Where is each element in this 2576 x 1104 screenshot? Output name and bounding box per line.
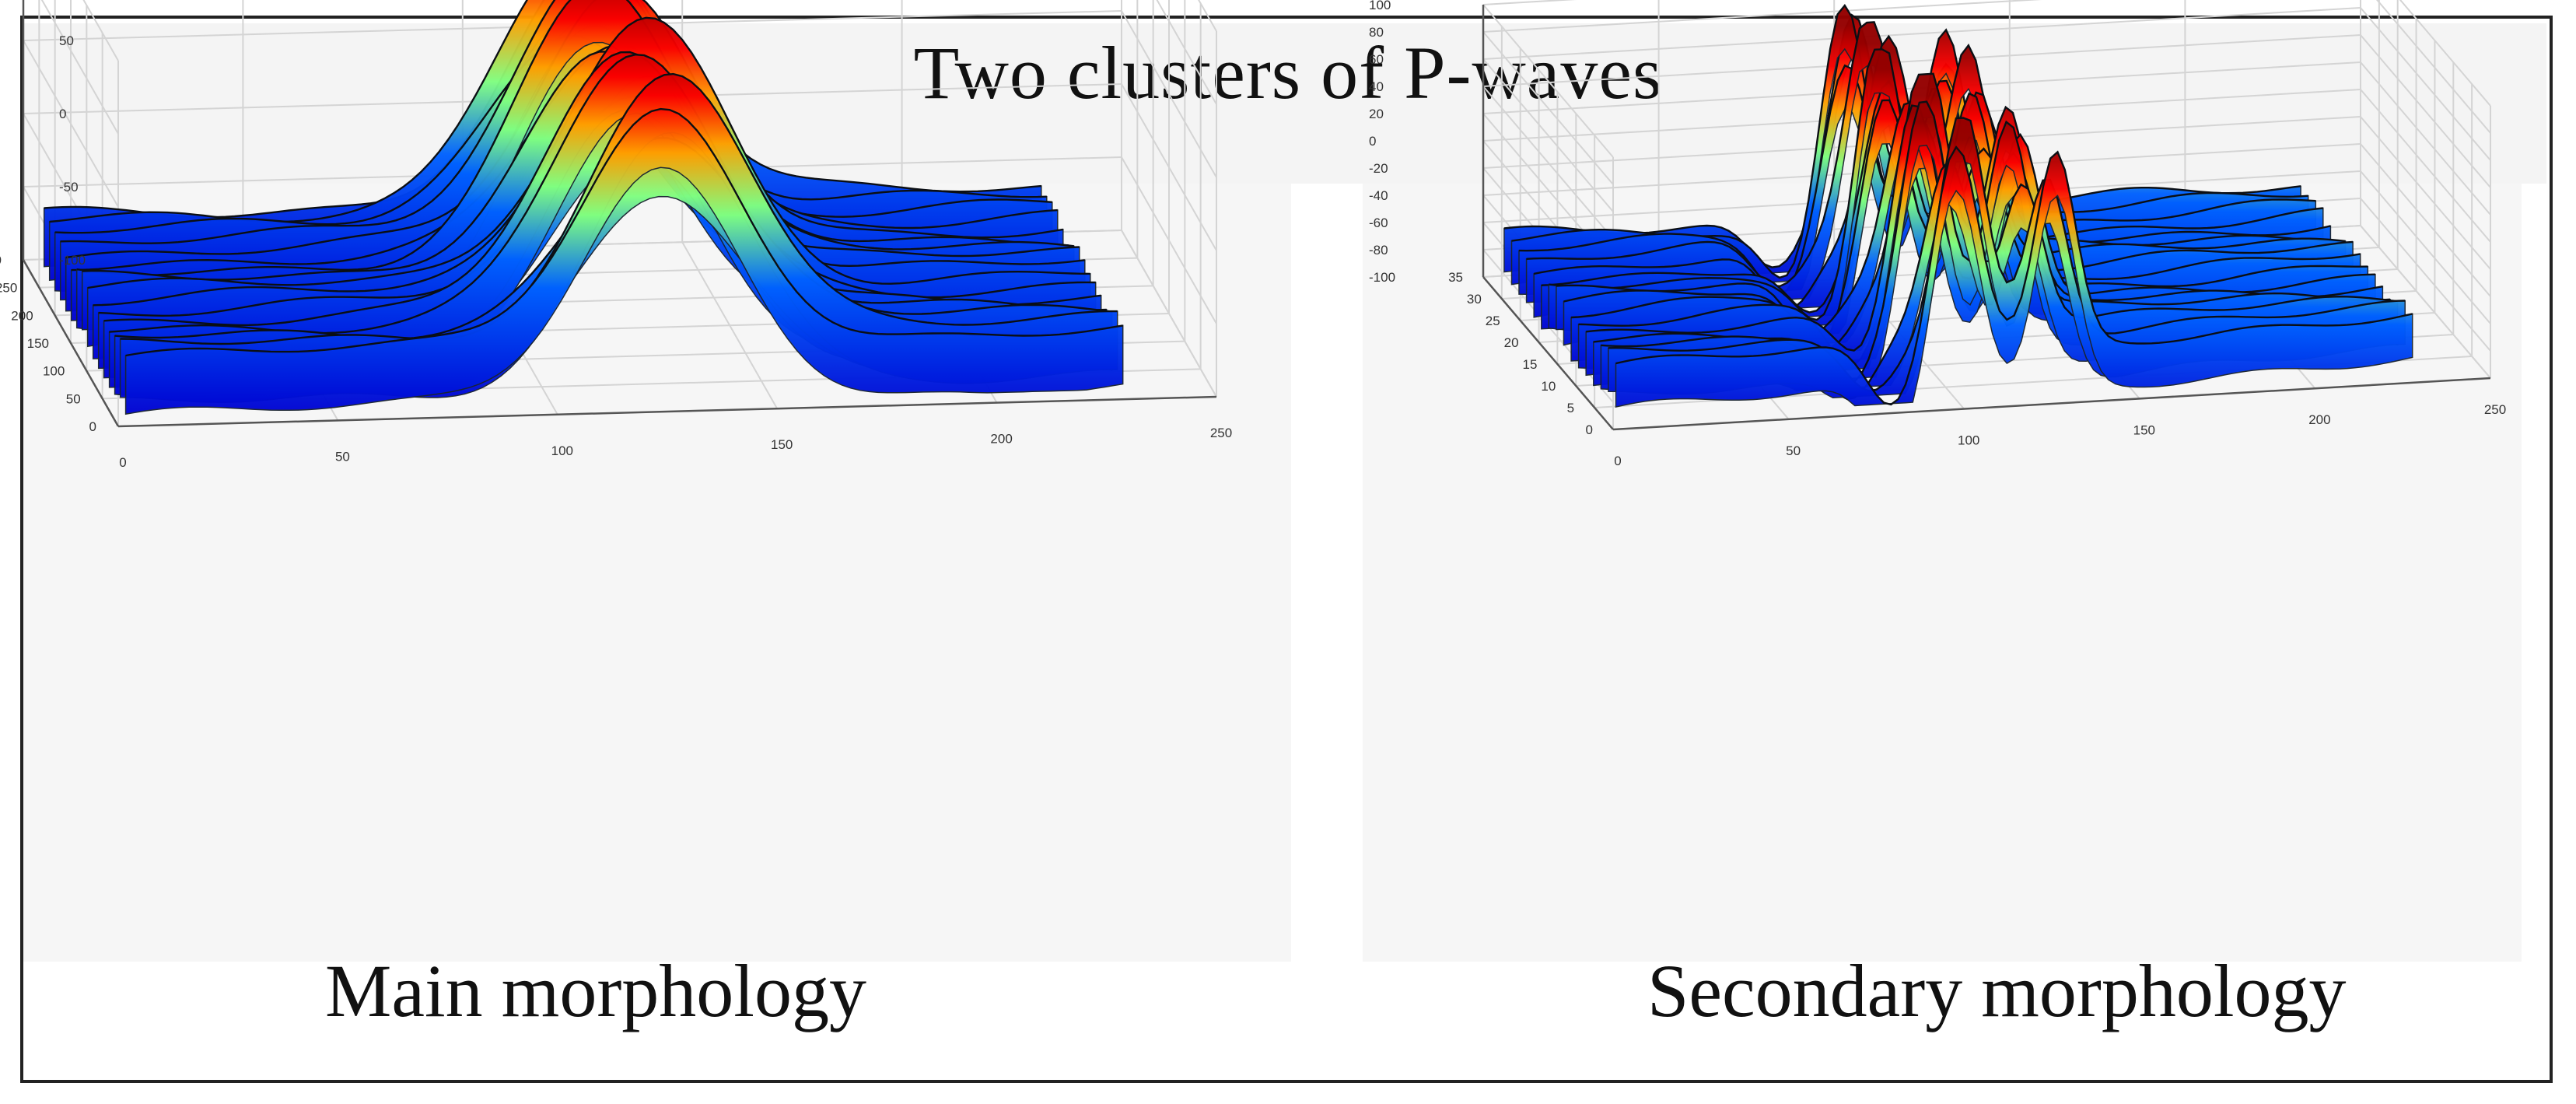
surface-profile-line	[1601, 159, 2398, 401]
x-tick-label: 100	[551, 443, 573, 458]
surface-profile-line	[82, 51, 1080, 281]
back-wall-grid-line	[1482, 0, 1577, 5]
z-tick-label: -20	[1369, 161, 1388, 176]
side-wall-grid-line	[2360, 34, 2491, 188]
surface-profile-line	[60, 0, 1058, 244]
z-tick-label: -40	[1369, 188, 1388, 203]
side-wall-grid-line	[2360, 143, 2491, 297]
side-wall-grid-line	[2375, 0, 2491, 134]
z-tick-label: 0	[1369, 134, 1376, 149]
back-wall-grid-line	[1482, 7, 2361, 60]
back-wall-grid-line	[1482, 34, 2361, 87]
y-tick-label: 5	[1567, 401, 1574, 415]
x-tick-label: 200	[2308, 412, 2330, 427]
main-morphology-caption: Main morphology	[325, 949, 866, 1032]
figure-title: Two clusters of P-waves	[913, 31, 1663, 114]
y-tick-label: 10	[1541, 379, 1556, 394]
y-tick-label: 100	[43, 364, 65, 379]
y-tick-label: 25	[1486, 314, 1500, 328]
side-wall-grid-line	[2360, 89, 2491, 243]
secondary-surface	[1503, 4, 2413, 408]
y-tick-label: 200	[11, 308, 33, 323]
left-wall-grid-line	[1482, 86, 1614, 240]
y-tick-label: 250	[0, 281, 17, 296]
x-axis-line	[1612, 377, 2491, 431]
z-tick-label: -80	[1369, 243, 1388, 258]
z-tick-label: 80	[1369, 25, 1384, 40]
main-ticks: 150100500-50-100300250200150100500050100…	[0, 33, 1232, 470]
main-surface	[43, 0, 1124, 415]
side-wall-grid-line	[2360, 116, 2491, 270]
x-tick-label: 0	[119, 455, 126, 470]
x-tick-label: 250	[1210, 426, 1232, 440]
z-tick-label: -100	[59, 253, 86, 268]
back-wall-grid-line	[1482, 0, 2042, 33]
surface-profile-line	[120, 72, 1118, 345]
z-tick-label: -50	[59, 180, 79, 195]
left-wall-grid-line	[1482, 4, 1614, 158]
y-tick-label: 0	[1586, 422, 1593, 437]
x-tick-label: 50	[1786, 443, 1801, 458]
left-wall-grid-line	[1482, 58, 1614, 212]
side-wall-grid-line	[1121, 83, 1217, 251]
left-wall-grid-line	[82, 0, 119, 61]
surface-profile-line	[1608, 117, 2406, 392]
secondary-morphology-caption: Secondary morphology	[1647, 949, 2347, 1032]
surface-profile-line	[76, 0, 1074, 276]
side-wall-grid-line	[1198, 0, 1217, 32]
side-wall-grid-line	[2399, 0, 2491, 107]
y-tick-label: 0	[89, 419, 96, 434]
side-wall-grid-line	[2360, 61, 2491, 216]
side-wall-grid-line	[1121, 230, 1217, 398]
side-wall-grid-line	[1121, 156, 1217, 324]
side-wall-grid-line	[1121, 10, 1217, 178]
y-axis-line	[1482, 276, 1614, 430]
x-tick-label: 200	[990, 432, 1012, 447]
main-morphology-surface-plot: 150100500-50-100300250200150100500050100…	[0, 0, 1232, 470]
left-wall-grid-line	[1482, 31, 1614, 185]
surface-profile-line	[49, 0, 1047, 223]
surface-profile-line	[125, 107, 1123, 357]
surface-profile-line	[103, 51, 1101, 327]
left-wall-grid-line	[23, 40, 119, 208]
y-tick-label: 15	[1523, 357, 1538, 372]
side-wall-grid-line	[2360, 170, 2491, 324]
y-tick-label: 50	[66, 391, 81, 406]
z-tick-label: 60	[1369, 52, 1384, 67]
y-tick-label: 20	[1504, 335, 1519, 350]
z-tick-label: 20	[1369, 107, 1384, 121]
x-tick-label: 150	[771, 437, 793, 452]
x-tick-label: 150	[2133, 422, 2155, 437]
y-tick-label: 150	[27, 336, 49, 351]
z-tick-label: 0	[59, 107, 66, 121]
side-wall-grid-line	[1156, 0, 1217, 105]
x-tick-label: 100	[1958, 433, 1979, 448]
z-tick-label: 100	[1369, 0, 1391, 12]
x-tick-label: 0	[1614, 454, 1621, 468]
z-tick-label: 50	[59, 33, 74, 48]
z-tick-label: -100	[1369, 270, 1395, 285]
x-tick-label: 50	[335, 449, 350, 464]
y-tick-label: 35	[1448, 270, 1463, 285]
x-axis-line	[117, 395, 1217, 428]
y-axis-line	[22, 259, 120, 427]
left-wall-grid-line	[40, 0, 119, 135]
side-wall-grid-line	[2360, 198, 2491, 352]
x-tick-label: 250	[2484, 402, 2506, 417]
y-tick-label: 30	[1467, 292, 1482, 307]
y-tick-label: 300	[0, 253, 2, 268]
side-wall-grid-line	[2360, 7, 2491, 161]
surface-profile-line	[1615, 145, 2413, 406]
z-tick-label: -60	[1369, 216, 1388, 230]
side-wall-grid-line	[2360, 225, 2491, 379]
z-tick-label: 40	[1369, 79, 1384, 94]
